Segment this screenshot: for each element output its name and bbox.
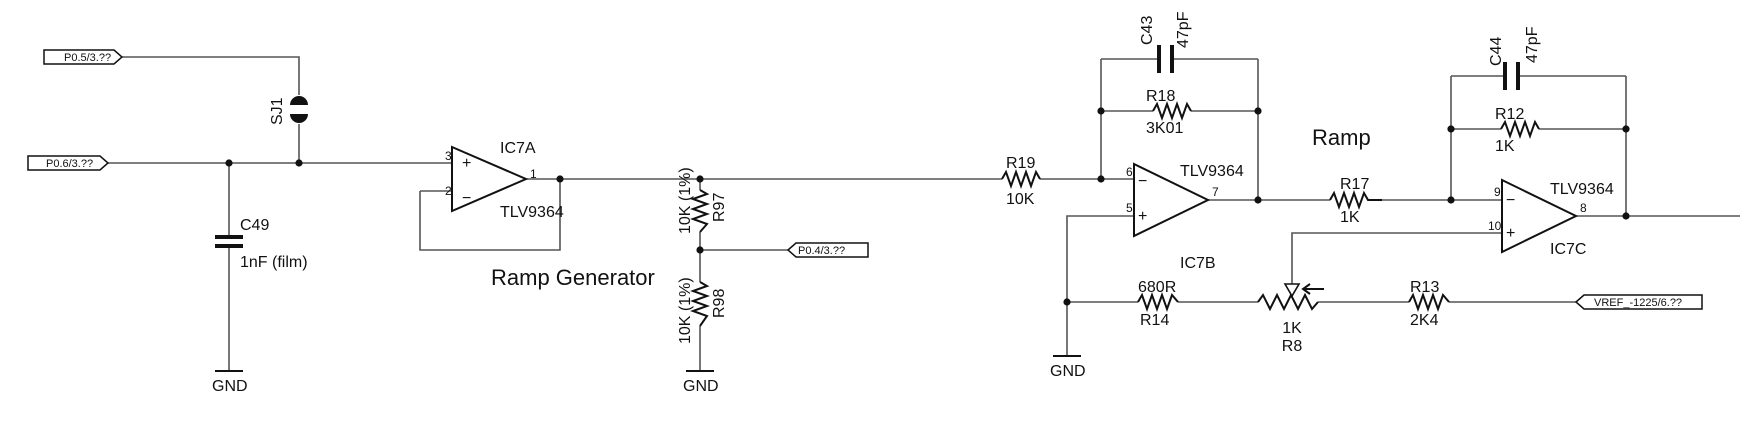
- junctions: [225, 107, 1630, 306]
- potentiometer-r8: 1K R8: [1257, 283, 1324, 355]
- r18-value: 3K01: [1146, 120, 1183, 137]
- opamp-ic7c: − + 9 10 8 TLV9364 IC7C: [1488, 178, 1614, 258]
- gnd-symbol-1: GND: [212, 370, 248, 395]
- ic7c-pin-out: 8: [1580, 201, 1587, 215]
- resistor-r18: R18 3K01: [1146, 88, 1192, 137]
- ic7c-pin-plus: 10: [1488, 219, 1502, 233]
- c49-ref: C49: [240, 217, 269, 234]
- r13-value: 2K4: [1410, 312, 1439, 329]
- resistor-r12: R12 1K: [1495, 106, 1540, 155]
- c43-ref: C43: [1139, 16, 1156, 45]
- net-flag-p04: P0.4/3.??: [786, 242, 869, 258]
- gnd-label: GND: [212, 378, 248, 395]
- r12-ref: R12: [1495, 106, 1524, 123]
- resistor-r19: R19 10K: [1001, 155, 1041, 208]
- ic7c-pin-minus: 9: [1494, 185, 1501, 199]
- gnd-symbol-2: GND: [683, 370, 719, 395]
- ic7b-pin-minus: 6: [1126, 165, 1133, 179]
- r13-ref: R13: [1410, 279, 1439, 296]
- capacitor-c44: C44 47pF: [1488, 26, 1541, 90]
- net-flag-p05: P0.5/3.??: [43, 49, 124, 65]
- c44-value: 47pF: [1524, 26, 1541, 63]
- r8-value: 1K: [1282, 320, 1302, 337]
- resistor-r14: 680R R14: [1137, 279, 1179, 329]
- ic7a-pin-minus: 2: [445, 184, 452, 198]
- ic7b-value: TLV9364: [1180, 163, 1244, 180]
- opamp-ic7a: + − 3 2 1 IC7A TLV9364: [445, 140, 564, 221]
- ic7c-value: TLV9364: [1550, 181, 1614, 198]
- r98-ref: R98: [711, 289, 728, 318]
- ic7a-plus-sign: +: [462, 155, 471, 172]
- r8-ref: R8: [1282, 338, 1303, 355]
- c44-ref: C44: [1488, 37, 1505, 66]
- gnd-label: GND: [683, 378, 719, 395]
- ic7c-ref: IC7C: [1550, 241, 1586, 258]
- ic7a-minus-sign: −: [462, 190, 471, 207]
- net-label-vref: VREF_-1225/6.??: [1594, 297, 1682, 309]
- ic7a-value: TLV9364: [500, 204, 564, 221]
- net-label-p05: P0.5/3.??: [64, 52, 111, 64]
- r98-value: 10K (1%): [677, 277, 694, 344]
- c43-value: 47pF: [1175, 11, 1192, 48]
- ic7b-pin-plus: 5: [1126, 201, 1133, 215]
- r12-value: 1K: [1495, 138, 1515, 155]
- ic7a-pin-out: 1: [530, 167, 537, 181]
- resistor-r97: 10K (1%) R97: [677, 167, 728, 234]
- r18-ref: R18: [1146, 88, 1175, 105]
- r14-ref: R14: [1140, 312, 1169, 329]
- resistor-r17: R17 1K: [1329, 176, 1382, 226]
- ic7b-plus-sign: +: [1138, 208, 1147, 225]
- capacitor-c43: C43 47pF: [1139, 11, 1192, 73]
- resistor-r13: R13 2K4: [1408, 279, 1450, 329]
- section-title-ramp-generator: Ramp Generator: [491, 265, 655, 290]
- capacitor-c49: C49 1nF (film): [215, 217, 308, 271]
- ic7b-ref: IC7B: [1180, 255, 1216, 272]
- ic7c-plus-sign: +: [1506, 225, 1515, 242]
- net-label-p06: P0.6/3.??: [46, 158, 93, 170]
- resistor-r98: 10K (1%) R98: [677, 277, 728, 344]
- section-title-ramp: Ramp: [1312, 125, 1371, 150]
- ic7b-pin-out: 7: [1212, 185, 1219, 199]
- r14-value: 680R: [1138, 279, 1176, 296]
- net-flag-p06: P0.6/3.??: [27, 155, 110, 171]
- r17-value: 1K: [1340, 209, 1360, 226]
- c49-value: 1nF (film): [240, 254, 308, 271]
- gnd-symbol-3: GND: [1050, 355, 1086, 380]
- ic7c-minus-sign: −: [1506, 192, 1515, 209]
- r19-value: 10K: [1006, 191, 1035, 208]
- sj1-ref: SJ1: [269, 97, 286, 125]
- opamp-ic7b: − + 6 5 7 TLV9364 IC7B: [1126, 162, 1244, 272]
- r17-ref: R17: [1340, 176, 1369, 193]
- r19-ref: R19: [1006, 155, 1035, 172]
- gnd-label: GND: [1050, 363, 1086, 380]
- ic7a-ref: IC7A: [500, 140, 536, 157]
- r97-value: 10K (1%): [677, 167, 694, 234]
- wires: [108, 56, 1740, 370]
- net-label-p04: P0.4/3.??: [798, 245, 845, 257]
- ic7a-pin-plus: 3: [445, 149, 452, 163]
- ic7b-minus-sign: −: [1138, 173, 1147, 190]
- solder-jumper-sj1: SJ1: [269, 96, 308, 125]
- net-flag-vref: VREF_-1225/6.??: [1574, 294, 1703, 310]
- r97-ref: R97: [711, 193, 728, 222]
